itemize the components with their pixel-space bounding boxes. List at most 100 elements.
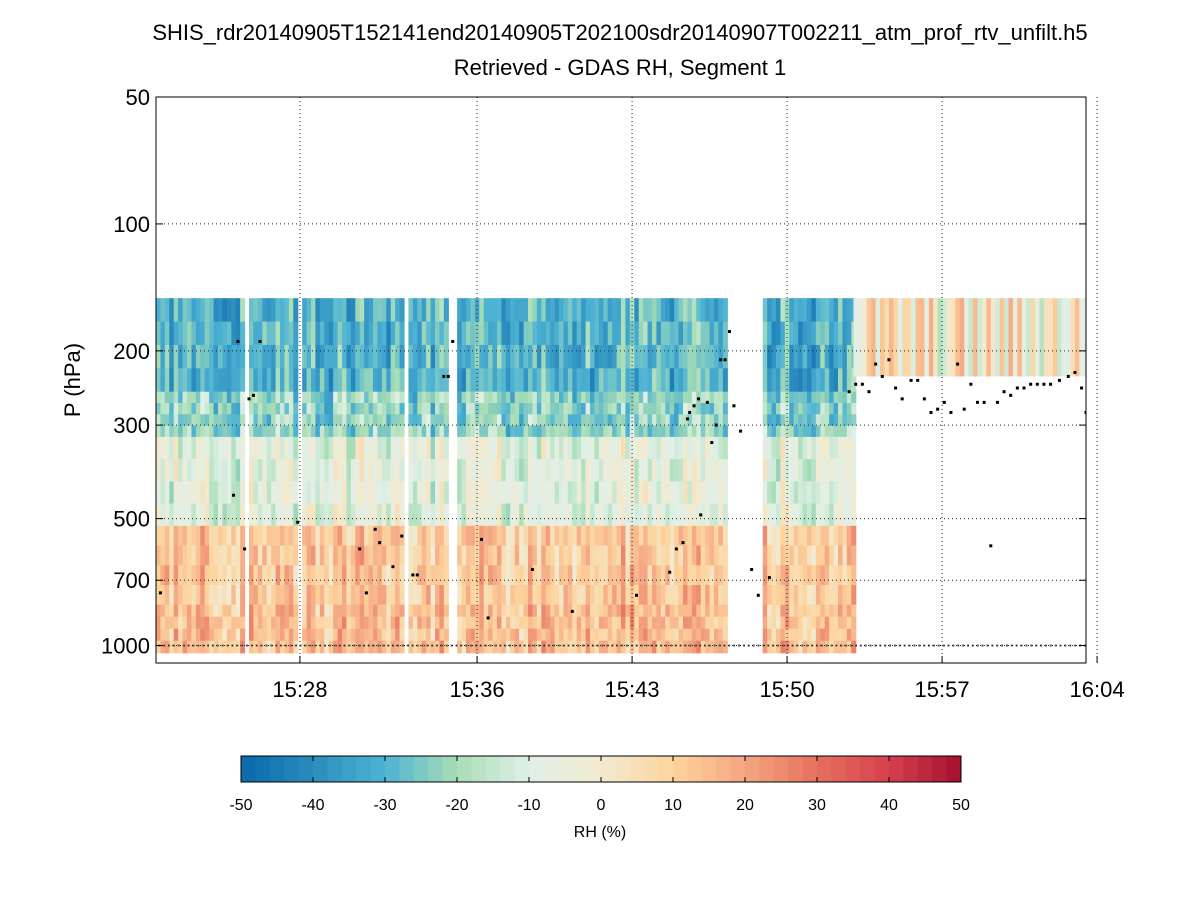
- heatmap-cell: [780, 425, 786, 438]
- heatmap-cell: [567, 545, 573, 566]
- heatmap-cell: [328, 391, 334, 404]
- heatmap-cell: [280, 525, 286, 547]
- heatmap-cell: [607, 584, 613, 606]
- heatmap-cell: [541, 525, 547, 547]
- heatmap-cell: [364, 298, 370, 323]
- heatmap-cell: [426, 298, 432, 323]
- heatmap-cell: [169, 525, 175, 547]
- heatmap-cell: [293, 565, 299, 586]
- heatmap-cell: [789, 344, 795, 369]
- surface-marker: [830, 644, 833, 647]
- heatmap-cell: [687, 640, 693, 654]
- heatmap-cell: [426, 436, 432, 460]
- heatmap-cell: [709, 391, 715, 404]
- heatmap-cell: [275, 414, 281, 427]
- heatmap-cell: [364, 604, 370, 618]
- heatmap-cell: [536, 414, 542, 427]
- heatmap-cell: [280, 436, 286, 460]
- heatmap-cell: [324, 321, 330, 346]
- heatmap-cell: [776, 616, 782, 630]
- heatmap-cell: [315, 545, 321, 566]
- heatmap-cell: [381, 298, 387, 323]
- heatmap-cell: [178, 616, 184, 630]
- heatmap-cell: [510, 640, 516, 654]
- heatmap-cell: [280, 628, 286, 642]
- heatmap-cell: [838, 628, 844, 642]
- heatmap-cell: [342, 628, 348, 642]
- heatmap-cell: [838, 368, 844, 393]
- heatmap-cell: [443, 604, 449, 618]
- heatmap-cell: [807, 628, 813, 642]
- heatmap-cell: [377, 481, 383, 505]
- heatmap-cell: [851, 545, 857, 566]
- heatmap-cell: [789, 414, 795, 427]
- colorbar-tick-label: 10: [664, 797, 682, 814]
- heatmap-cell: [209, 545, 215, 566]
- heatmap-cell: [342, 391, 348, 404]
- heatmap-cell: [833, 628, 839, 642]
- heatmap-cell: [173, 545, 179, 566]
- heatmap-cell: [492, 368, 498, 393]
- heatmap-cell: [483, 403, 489, 415]
- heatmap-cell: [687, 584, 693, 606]
- heatmap-cell: [660, 391, 666, 404]
- heatmap-cell: [621, 459, 627, 482]
- heatmap-cell: [594, 525, 600, 547]
- heatmap-cell: [430, 321, 436, 346]
- heatmap-cell: [607, 368, 613, 393]
- heatmap-cell: [218, 628, 224, 642]
- heatmap-cell: [324, 604, 330, 618]
- heatmap-cell: [647, 414, 653, 427]
- heatmap-cell: [426, 344, 432, 369]
- colorbar-swatch: [831, 756, 847, 782]
- heatmap-cell: [705, 391, 711, 404]
- heatmap-cell: [457, 298, 463, 323]
- colorbar-swatch: [500, 756, 516, 782]
- surface-marker: [182, 644, 185, 647]
- heatmap-cell: [275, 436, 281, 460]
- heatmap-cell: [665, 503, 671, 527]
- colorbar-swatch: [673, 756, 688, 782]
- heatmap-cell: [616, 414, 622, 427]
- heatmap-cell: [421, 525, 427, 547]
- surface-marker: [718, 644, 721, 647]
- heatmap-cell: [811, 403, 817, 415]
- heatmap-cell: [714, 584, 720, 606]
- heatmap-cell: [793, 628, 799, 642]
- heatmap-cell: [319, 368, 325, 393]
- heatmap-cell: [625, 368, 631, 393]
- heatmap-cell: [235, 436, 241, 460]
- heatmap-cell: [284, 391, 290, 404]
- heatmap-cell: [156, 481, 162, 505]
- heatmap-cell: [607, 616, 613, 630]
- colorbar-swatch: [413, 756, 429, 782]
- heatmap-cell: [346, 565, 352, 586]
- heatmap-cell: [523, 391, 529, 404]
- heatmap-cell: [280, 545, 286, 566]
- heatmap-cell: [643, 344, 649, 369]
- heatmap-cell: [554, 584, 560, 606]
- heatmap-cell: [200, 616, 206, 630]
- heatmap-cell: [678, 403, 684, 415]
- heatmap-cell: [466, 640, 472, 654]
- heatmap-cell: [798, 545, 804, 566]
- heatmap-cell: [182, 425, 188, 438]
- tropopause-marker: [442, 374, 446, 378]
- heatmap-cell: [470, 321, 476, 346]
- heatmap-cell: [178, 628, 184, 642]
- heatmap-cell: [833, 391, 839, 404]
- heatmap-cell: [528, 344, 534, 369]
- heatmap-cell: [395, 545, 401, 566]
- heatmap-cell: [408, 391, 414, 404]
- heatmap-cell: [669, 425, 675, 438]
- heatmap-cell: [226, 425, 232, 438]
- surface-marker: [981, 644, 984, 647]
- heatmap-cell: [789, 640, 795, 654]
- heatmap-cell: [700, 321, 706, 346]
- heatmap-cell: [678, 298, 684, 323]
- heatmap-cell: [643, 604, 649, 618]
- heatmap-cell: [187, 436, 193, 460]
- heatmap-cell: [253, 344, 259, 369]
- heatmap-cell: [430, 545, 436, 566]
- heatmap-cell: [820, 640, 826, 654]
